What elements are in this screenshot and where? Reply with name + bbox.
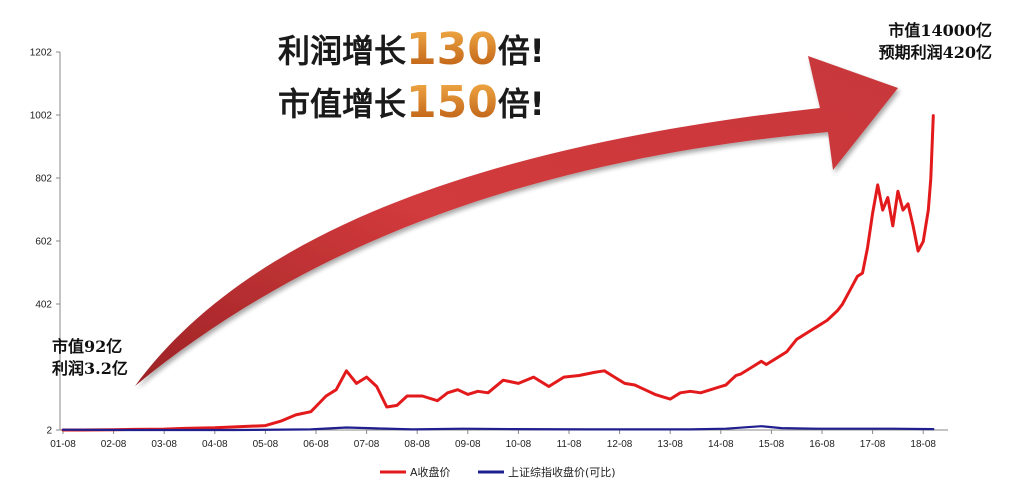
- headline-line-2: 市值增长150倍!: [278, 77, 544, 128]
- series-line-stock-a: [61, 114, 935, 432]
- x-tick-label: 11-08: [557, 439, 582, 450]
- x-tick-label: 10-08: [506, 439, 532, 450]
- x-tick-label: 09-08: [455, 439, 481, 450]
- headline-line-2-suffix: 倍!: [498, 85, 545, 123]
- x-tick-label: 16-08: [809, 439, 835, 450]
- x-tick-label: 17-08: [860, 439, 886, 450]
- x-tick-labels: 01-08 02-08 03-08 04-08 05-08 06-08 07-08 08-08…: [50, 430, 936, 450]
- y-tick-labels: 1202 1002 802 602 402 2: [30, 48, 60, 437]
- x-tick-label: 18-08: [910, 439, 936, 450]
- growth-arrow-shape: [135, 56, 898, 386]
- legend: A收盘价 上证综指收盘价(可比): [380, 465, 616, 479]
- x-tick-label: 06-08: [303, 439, 329, 450]
- headline: 利润增长130倍! 市值增长150倍!: [278, 24, 544, 128]
- legend-label: 上证综指收盘价(可比): [508, 465, 616, 479]
- headline-line-1-prefix: 利润增长: [278, 32, 406, 70]
- x-tick-label: 08-08: [404, 439, 430, 450]
- headline-line-2-prefix: 市值增长: [278, 85, 406, 123]
- headline-line-2-number: 150: [406, 77, 498, 128]
- x-tick-label: 12-08: [607, 439, 633, 450]
- start-annotation-line-1: 市值92亿: [52, 337, 122, 356]
- x-tick-label: 03-08: [151, 439, 177, 450]
- annotations: 市值92亿 利润3.2亿 市值14000亿 预期利润420亿: [52, 21, 992, 378]
- x-tick-label: 05-08: [253, 439, 279, 450]
- headline-line-1: 利润增长130倍!: [278, 24, 544, 75]
- end-annotation-line-2: 预期利润420亿: [879, 43, 992, 62]
- x-tick-label: 02-08: [101, 439, 127, 450]
- y-tick-label: 802: [35, 174, 52, 185]
- y-tick-label: 1002: [30, 111, 53, 122]
- headline-line-1-number: 130: [406, 24, 498, 75]
- headline-line-1-suffix: 倍!: [498, 32, 545, 70]
- x-tick-label: 04-08: [202, 439, 228, 450]
- y-tick-label: 1202: [30, 48, 53, 59]
- end-annotation-line-1: 市值14000亿: [888, 21, 992, 40]
- x-tick-label: 13-08: [657, 439, 683, 450]
- x-tick-label: 14-08: [708, 439, 734, 450]
- x-tick-label: 07-08: [354, 439, 380, 450]
- y-tick-label: 602: [35, 237, 52, 248]
- start-annotation-line-2: 利润3.2亿: [52, 359, 128, 378]
- x-tick-label: 15-08: [759, 439, 785, 450]
- y-tick-label: 2: [46, 426, 52, 437]
- series-layer: [61, 114, 935, 432]
- series-line-index: [61, 425, 935, 432]
- legend-label: A收盘价: [410, 465, 451, 479]
- x-tick-label: 01-08: [50, 439, 76, 450]
- y-tick-label: 402: [35, 300, 52, 311]
